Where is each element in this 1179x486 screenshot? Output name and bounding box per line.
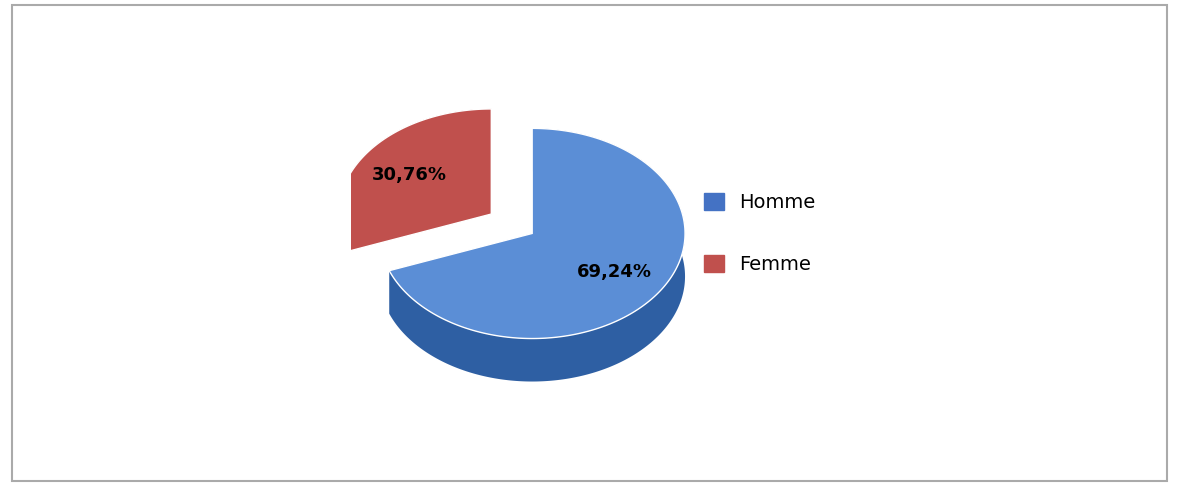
Polygon shape — [338, 109, 492, 294]
Text: 69,24%: 69,24% — [577, 263, 652, 281]
Polygon shape — [389, 128, 685, 339]
Polygon shape — [389, 128, 685, 382]
Legend: Homme, Femme: Homme, Femme — [704, 192, 816, 274]
Polygon shape — [338, 109, 492, 251]
Text: 30,76%: 30,76% — [373, 166, 447, 184]
